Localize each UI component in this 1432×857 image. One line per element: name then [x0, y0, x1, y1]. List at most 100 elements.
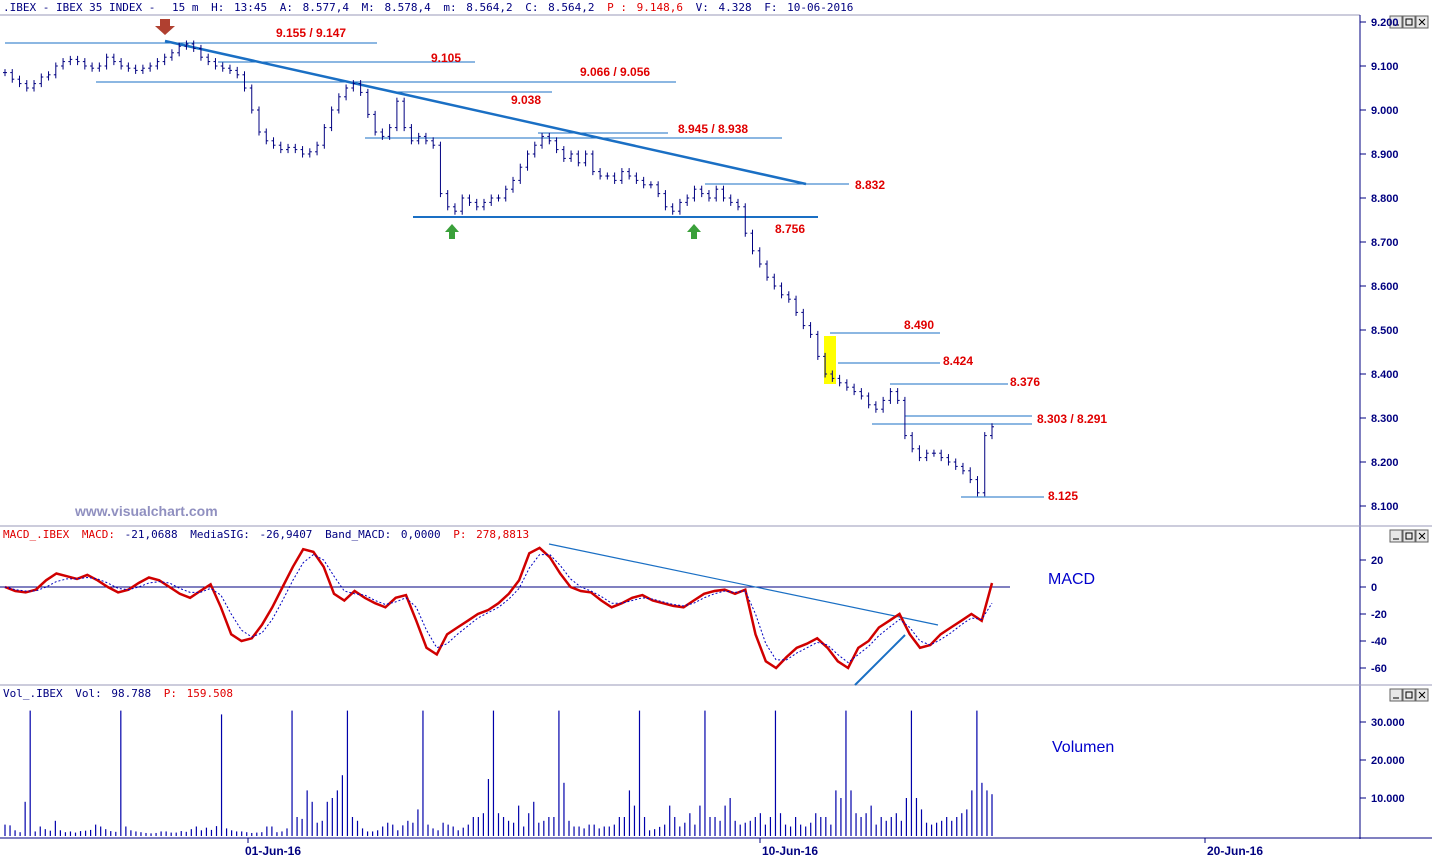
- price-bars: [3, 40, 994, 497]
- price-bar: [750, 229, 755, 255]
- price-bar: [598, 168, 603, 180]
- price-bar: [619, 168, 624, 184]
- price-bar: [177, 42, 182, 57]
- price-bar: [641, 176, 646, 189]
- annotation-label: 8.832: [855, 178, 885, 192]
- x-axis: 01-Jun-16 10-Jun-16 20-Jun-16: [245, 838, 1263, 857]
- price-bar: [772, 273, 777, 290]
- close-button[interactable]: [1415, 529, 1429, 543]
- price-bar: [714, 185, 719, 202]
- price-bar: [184, 40, 189, 50]
- minimize-button[interactable]: [1389, 688, 1403, 702]
- y-tick-label: 8.500: [1371, 325, 1399, 337]
- price-bar: [794, 295, 799, 316]
- maximize-button[interactable]: [1402, 529, 1416, 543]
- price-bar: [895, 388, 900, 404]
- annotation-label: 8.945 / 8.938: [678, 122, 748, 136]
- price-bar: [293, 143, 298, 154]
- price-bar: [452, 203, 457, 215]
- maximize-icon: [1405, 18, 1413, 26]
- price-bar: [663, 190, 668, 211]
- price-bar: [126, 62, 131, 72]
- y-tick-label: 9.200: [1371, 17, 1399, 29]
- price-bar: [119, 58, 124, 70]
- macd-trend-line: [548, 543, 939, 626]
- price-bar: [3, 69, 7, 77]
- price-bar: [17, 75, 22, 88]
- price-bar: [823, 352, 828, 378]
- volume-header: Vol_.IBEX Vol: 98.788 P: 159.508: [3, 687, 233, 700]
- price-bar: [104, 53, 109, 70]
- level-annotations: 9.155 / 9.147 9.105 9.066 / 9.056 9.038 …: [276, 26, 1107, 503]
- price-bar: [111, 53, 116, 66]
- price-bar: [605, 172, 610, 180]
- price-bar: [590, 150, 595, 176]
- price-bar: [576, 150, 581, 167]
- price-bar: [583, 150, 588, 167]
- price-bar: [249, 84, 254, 114]
- maximize-button[interactable]: [1402, 15, 1416, 29]
- price-bar: [220, 62, 225, 72]
- price-bar: [206, 53, 211, 66]
- macd-lines: [4, 546, 994, 670]
- price-bar: [924, 449, 929, 462]
- price-bar: [946, 454, 951, 466]
- volume-panel-controls: [1389, 688, 1429, 702]
- y-tick-label: 8.400: [1371, 369, 1399, 381]
- price-bar: [423, 132, 428, 145]
- annotation-label: 8.490: [904, 318, 934, 332]
- price-bar: [968, 467, 973, 484]
- price-bar: [481, 198, 486, 211]
- y-tick-label: 8.200: [1371, 457, 1399, 469]
- price-bar: [10, 69, 15, 83]
- price-bar: [148, 62, 153, 72]
- y-tick-label: 20.000: [1371, 755, 1405, 767]
- minimize-button[interactable]: [1389, 15, 1403, 29]
- volume-panel-label: Volumen: [1052, 739, 1114, 756]
- price-bar: [554, 137, 559, 154]
- close-button[interactable]: [1415, 15, 1429, 29]
- price-bar: [358, 80, 363, 96]
- annotation-label: 9.105: [431, 51, 461, 65]
- y-tick-label: 20: [1371, 555, 1383, 567]
- maximize-button[interactable]: [1402, 688, 1416, 702]
- price-bar: [198, 44, 203, 61]
- price-header: .IBEX - IBEX 35 INDEX - 15 m H: 13:45 A:…: [3, 1, 853, 14]
- maximize-icon: [1405, 532, 1413, 540]
- price-bar: [757, 247, 762, 268]
- signal-line: [4, 554, 993, 664]
- price-bar: [990, 423, 994, 440]
- y-tick-label: -20: [1371, 609, 1387, 621]
- close-button[interactable]: [1415, 688, 1429, 702]
- price-bar: [866, 392, 871, 409]
- x-tick-label: 01-Jun-16: [245, 844, 301, 857]
- price-bar: [169, 49, 174, 61]
- price-bar: [257, 106, 262, 136]
- price-bar: [213, 58, 218, 70]
- price-bar: [380, 128, 385, 140]
- price-bar: [97, 62, 102, 72]
- price-bar: [982, 432, 987, 497]
- price-bar: [387, 124, 392, 140]
- price-bar: [931, 449, 936, 457]
- price-bar: [394, 97, 399, 132]
- y-tick-label: 8.100: [1371, 501, 1399, 513]
- price-bar: [910, 432, 915, 453]
- price-bar: [315, 141, 320, 156]
- price-bar: [39, 73, 44, 88]
- volume-bars: [4, 710, 993, 836]
- x-tick-label: 20-Jun-16: [1207, 844, 1263, 857]
- price-bar: [808, 322, 813, 338]
- price-bar: [191, 40, 196, 52]
- price-bar: [743, 203, 748, 237]
- price-bar: [801, 308, 806, 330]
- price-bar: [61, 58, 66, 70]
- price-bar: [402, 97, 407, 132]
- price-bar: [888, 388, 893, 404]
- price-bar: [286, 143, 291, 154]
- price-bar: [460, 194, 465, 215]
- minimize-button[interactable]: [1389, 529, 1403, 543]
- price-bar: [373, 110, 378, 136]
- price-bar: [953, 458, 958, 470]
- support-resistance-lines: [5, 42, 1044, 498]
